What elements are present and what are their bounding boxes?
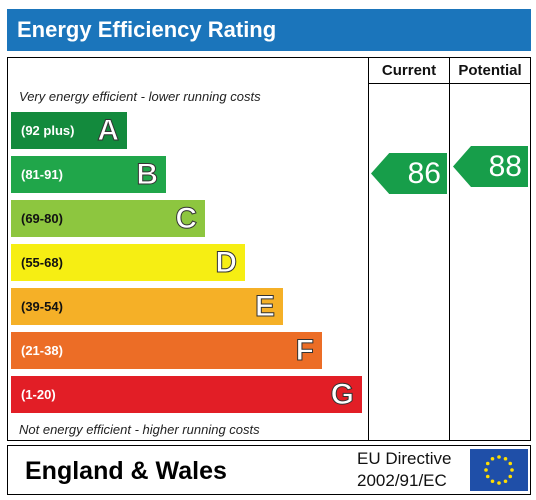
band-letter: B: [136, 158, 159, 192]
header-divider: [368, 83, 531, 84]
band-letter: F: [295, 334, 314, 368]
eu-directive-label: EU Directive 2002/91/EC: [357, 448, 451, 492]
potential-column-header: Potential: [458, 62, 522, 79]
eu-star-icon: [510, 468, 514, 472]
band-letter: G: [330, 378, 354, 412]
rating-chart-frame: [7, 57, 531, 441]
eu-star-icon: [508, 461, 513, 466]
current-column-divider: [368, 57, 369, 441]
region-label: England & Wales: [25, 457, 227, 485]
band-c: (69-80) C: [11, 200, 205, 237]
eu-star-icon: [490, 456, 495, 461]
band-b: (81-91) B: [11, 156, 166, 193]
eu-star-icon: [503, 479, 508, 484]
eu-star-icon: [485, 474, 490, 479]
eu-star-icon: [497, 481, 501, 485]
band-e: (39-54) E: [11, 288, 283, 325]
bottom-note: Not energy efficient - higher running co…: [19, 422, 260, 437]
band-range-label: (21-38): [21, 343, 63, 358]
band-f: (21-38) F: [11, 332, 322, 369]
potential-rating-arrow: 88: [453, 146, 528, 187]
eu-star-icon: [508, 474, 513, 479]
current-rating-arrow: 86: [371, 153, 447, 194]
eu-directive-line1: EU Directive: [357, 449, 452, 468]
band-range-label: (69-80): [21, 211, 63, 226]
potential-rating-value: 88: [488, 150, 522, 183]
eu-flag-icon: [470, 449, 528, 491]
eu-directive-line2: 2002/91/EC: [357, 471, 447, 490]
band-range-label: (92 plus): [21, 123, 75, 138]
eu-star-icon: [484, 468, 488, 472]
band-letter: D: [215, 246, 238, 280]
band-range-label: (55-68): [21, 255, 63, 270]
eu-star-icon: [485, 461, 490, 466]
eu-star-icon: [503, 456, 508, 461]
top-note: Very energy efficient - lower running co…: [19, 89, 261, 104]
current-column-header: Current: [381, 62, 437, 79]
band-a: (92 plus) A: [11, 112, 127, 149]
band-range-label: (81-91): [21, 167, 63, 182]
eu-star-icon: [490, 479, 495, 484]
band-range-label: (39-54): [21, 299, 63, 314]
band-letter: C: [175, 202, 198, 236]
eu-star-icon: [497, 455, 501, 459]
band-letter: A: [97, 114, 120, 148]
page-title: Energy Efficiency Rating: [7, 9, 531, 51]
band-letter: E: [254, 290, 275, 324]
band-g: (1-20) G: [11, 376, 362, 413]
band-range-label: (1-20): [21, 387, 56, 402]
current-rating-value: 86: [407, 157, 441, 190]
band-d: (55-68) D: [11, 244, 245, 281]
potential-column-divider: [449, 57, 450, 441]
footer: England & Wales EU Directive 2002/91/EC: [7, 445, 531, 495]
